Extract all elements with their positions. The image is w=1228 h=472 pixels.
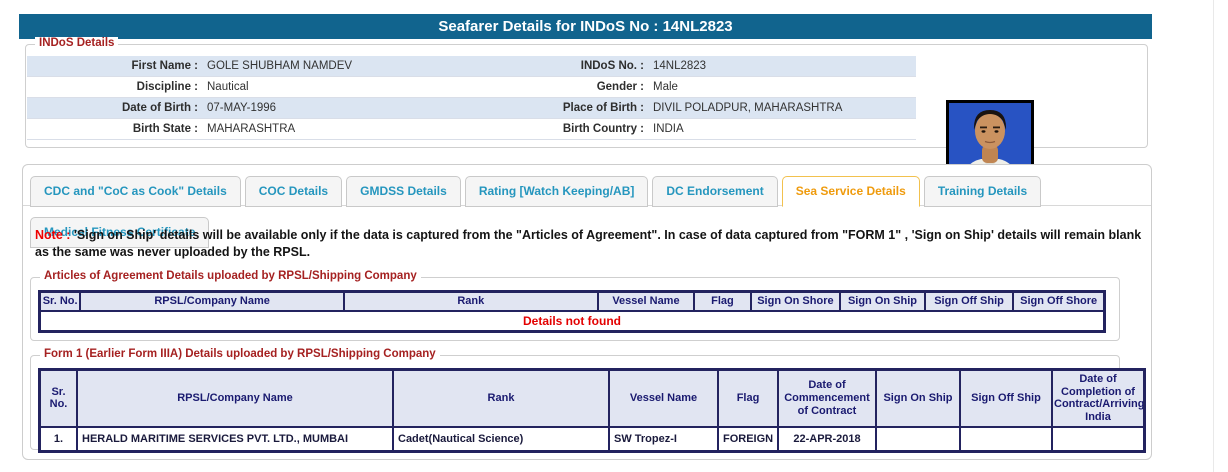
- field-label: Birth State :: [132, 123, 198, 135]
- column-header-date-of-completion-of-contract-arriving-india: Date of Completion of Contract/Arriving …: [1051, 368, 1146, 428]
- column-header-sign-on-ship: Sign On Ship: [875, 368, 961, 428]
- field-label: INDoS No. :: [580, 60, 644, 72]
- table-cell: 1.: [38, 425, 78, 453]
- table-cell: [1051, 425, 1146, 453]
- info-row: Date of Birth : 07-MAY-1996 Place of Birth…: [27, 98, 916, 119]
- table-cell: Cadet(Nautical Science): [392, 425, 610, 453]
- table-cell: SW Tropez-I: [608, 425, 719, 453]
- column-header-sign-on-shore: Sign On Shore: [749, 290, 842, 312]
- field-label: Date of Birth :: [121, 102, 198, 114]
- articles-table: Sr. No. RPSL/Company Name Rank Vessel Name F…: [38, 290, 1106, 333]
- field-value: 14NL2823: [653, 60, 707, 72]
- tab-bar: CDC and "CoC as Cook" Details COC Details…: [23, 165, 1151, 248]
- page-title: Seafarer Details for INDoS No : 14NL2823: [19, 14, 1152, 39]
- articles-table-legend: Articles of Agreement Details uploaded b…: [40, 270, 421, 282]
- note-body-text: 'Sign on Ship' details will be available…: [35, 228, 1142, 259]
- field-value: Nautical: [207, 81, 249, 93]
- field-value: Male: [653, 81, 678, 93]
- note-text: Note : 'Sign on Ship' details will be av…: [35, 227, 1143, 260]
- field-label: Gender :: [596, 81, 644, 93]
- tab-sea-service-details[interactable]: Sea Service Details: [781, 176, 920, 207]
- column-header-sign-off-shore: Sign Off Shore: [1012, 290, 1106, 312]
- column-header-rpsl-company-name: RPSL/Company Name: [79, 290, 345, 312]
- tab-rating-watch-keeping-ab[interactable]: Rating [Watch Keeping/AB]: [464, 176, 649, 207]
- form1-fieldset: Form 1 (Earlier Form IIIA) Details uploa…: [30, 348, 1146, 453]
- indos-rows: First Name : GOLE SHUBHAM NAMDEV INDoS No.…: [27, 56, 916, 140]
- info-row: Birth State : MAHARASHTRA Birth Country : I…: [27, 119, 916, 140]
- field-label: Place of Birth :: [562, 102, 644, 114]
- field-value: MAHARASHTRA: [207, 123, 296, 135]
- tab-training-details[interactable]: Training Details: [923, 176, 1042, 207]
- column-header-vessel-name: Vessel Name: [596, 290, 696, 312]
- column-header-rank: Rank: [342, 290, 599, 312]
- info-row: First Name : GOLE SHUBHAM NAMDEV INDoS No.…: [27, 56, 916, 77]
- field-label: First Name :: [131, 60, 198, 72]
- tab-cdc-and-coc-as-cook-details[interactable]: CDC and "CoC as Cook" Details: [30, 176, 241, 207]
- form1-table: Sr. No. RPSL/Company Name Rank Vessel Name F…: [38, 368, 1146, 453]
- column-header-flag: Flag: [693, 290, 752, 312]
- info-row: Discipline : Nautical Gender : Male: [27, 77, 916, 98]
- field-value: DIVIL POLADPUR, MAHARASHTRA: [653, 102, 843, 114]
- column-header-sr-no: Sr. No.: [38, 290, 82, 312]
- table-cell: HERALD MARITIME SERVICES PVT. LTD., MUMB…: [76, 425, 394, 453]
- column-header-sign-off-ship: Sign Off Ship: [959, 368, 1053, 428]
- column-header-date-of-commencement-of-contract: Date of Commencement of Contract: [777, 368, 877, 428]
- tab-gmdss-details[interactable]: GMDSS Details: [346, 176, 461, 207]
- articles-of-agreement-fieldset: Articles of Agreement Details uploaded b…: [30, 270, 1120, 341]
- form1-table-legend: Form 1 (Earlier Form IIIA) Details uploa…: [40, 348, 440, 360]
- table-cell: 22-APR-2018: [777, 425, 877, 453]
- column-header-vessel-name: Vessel Name: [608, 368, 719, 428]
- field-value: INDIA: [653, 123, 684, 135]
- indos-details-legend: INDoS Details: [35, 37, 119, 49]
- field-value: GOLE SHUBHAM NAMDEV: [207, 60, 353, 72]
- table-cell: [875, 425, 961, 453]
- column-header-sign-on-ship: Sign On Ship: [839, 290, 926, 312]
- form1-table-container: Sr. No. RPSL/Company Name Rank Vessel Name F…: [31, 368, 1146, 453]
- column-header-rank: Rank: [392, 368, 610, 428]
- field-value: 07-MAY-1996: [207, 102, 277, 114]
- table-row: 1. HERALD MARITIME SERVICES PVT. LTD., MU…: [38, 425, 1146, 453]
- column-header-sign-off-ship: Sign Off Ship: [923, 290, 1015, 312]
- indos-details-fieldset: INDoS Details First Name : GOLE SHUBHAM N…: [25, 37, 1148, 193]
- table-cell: [959, 425, 1053, 453]
- field-label: Discipline :: [136, 81, 198, 93]
- table-cell: FOREIGN: [717, 425, 779, 453]
- column-header-flag: Flag: [717, 368, 779, 428]
- tab-dc-endorsement[interactable]: DC Endorsement: [652, 176, 778, 207]
- column-header-sr-no: Sr. No.: [38, 368, 78, 428]
- tab-coc-details[interactable]: COC Details: [244, 176, 343, 207]
- note-prefix: Note :: [35, 228, 71, 242]
- empty-message: Details not found: [38, 309, 1106, 333]
- column-header-rpsl-company-name: RPSL/Company Name: [76, 368, 394, 428]
- tab-medical-fitness-certificate[interactable]: Medical Fitness Certificate: [30, 217, 210, 248]
- page-edge-divider: [1213, 0, 1214, 472]
- field-label: Birth Country :: [562, 123, 644, 135]
- articles-table-container: Sr. No. RPSL/Company Name Rank Vessel Name F…: [31, 290, 1119, 333]
